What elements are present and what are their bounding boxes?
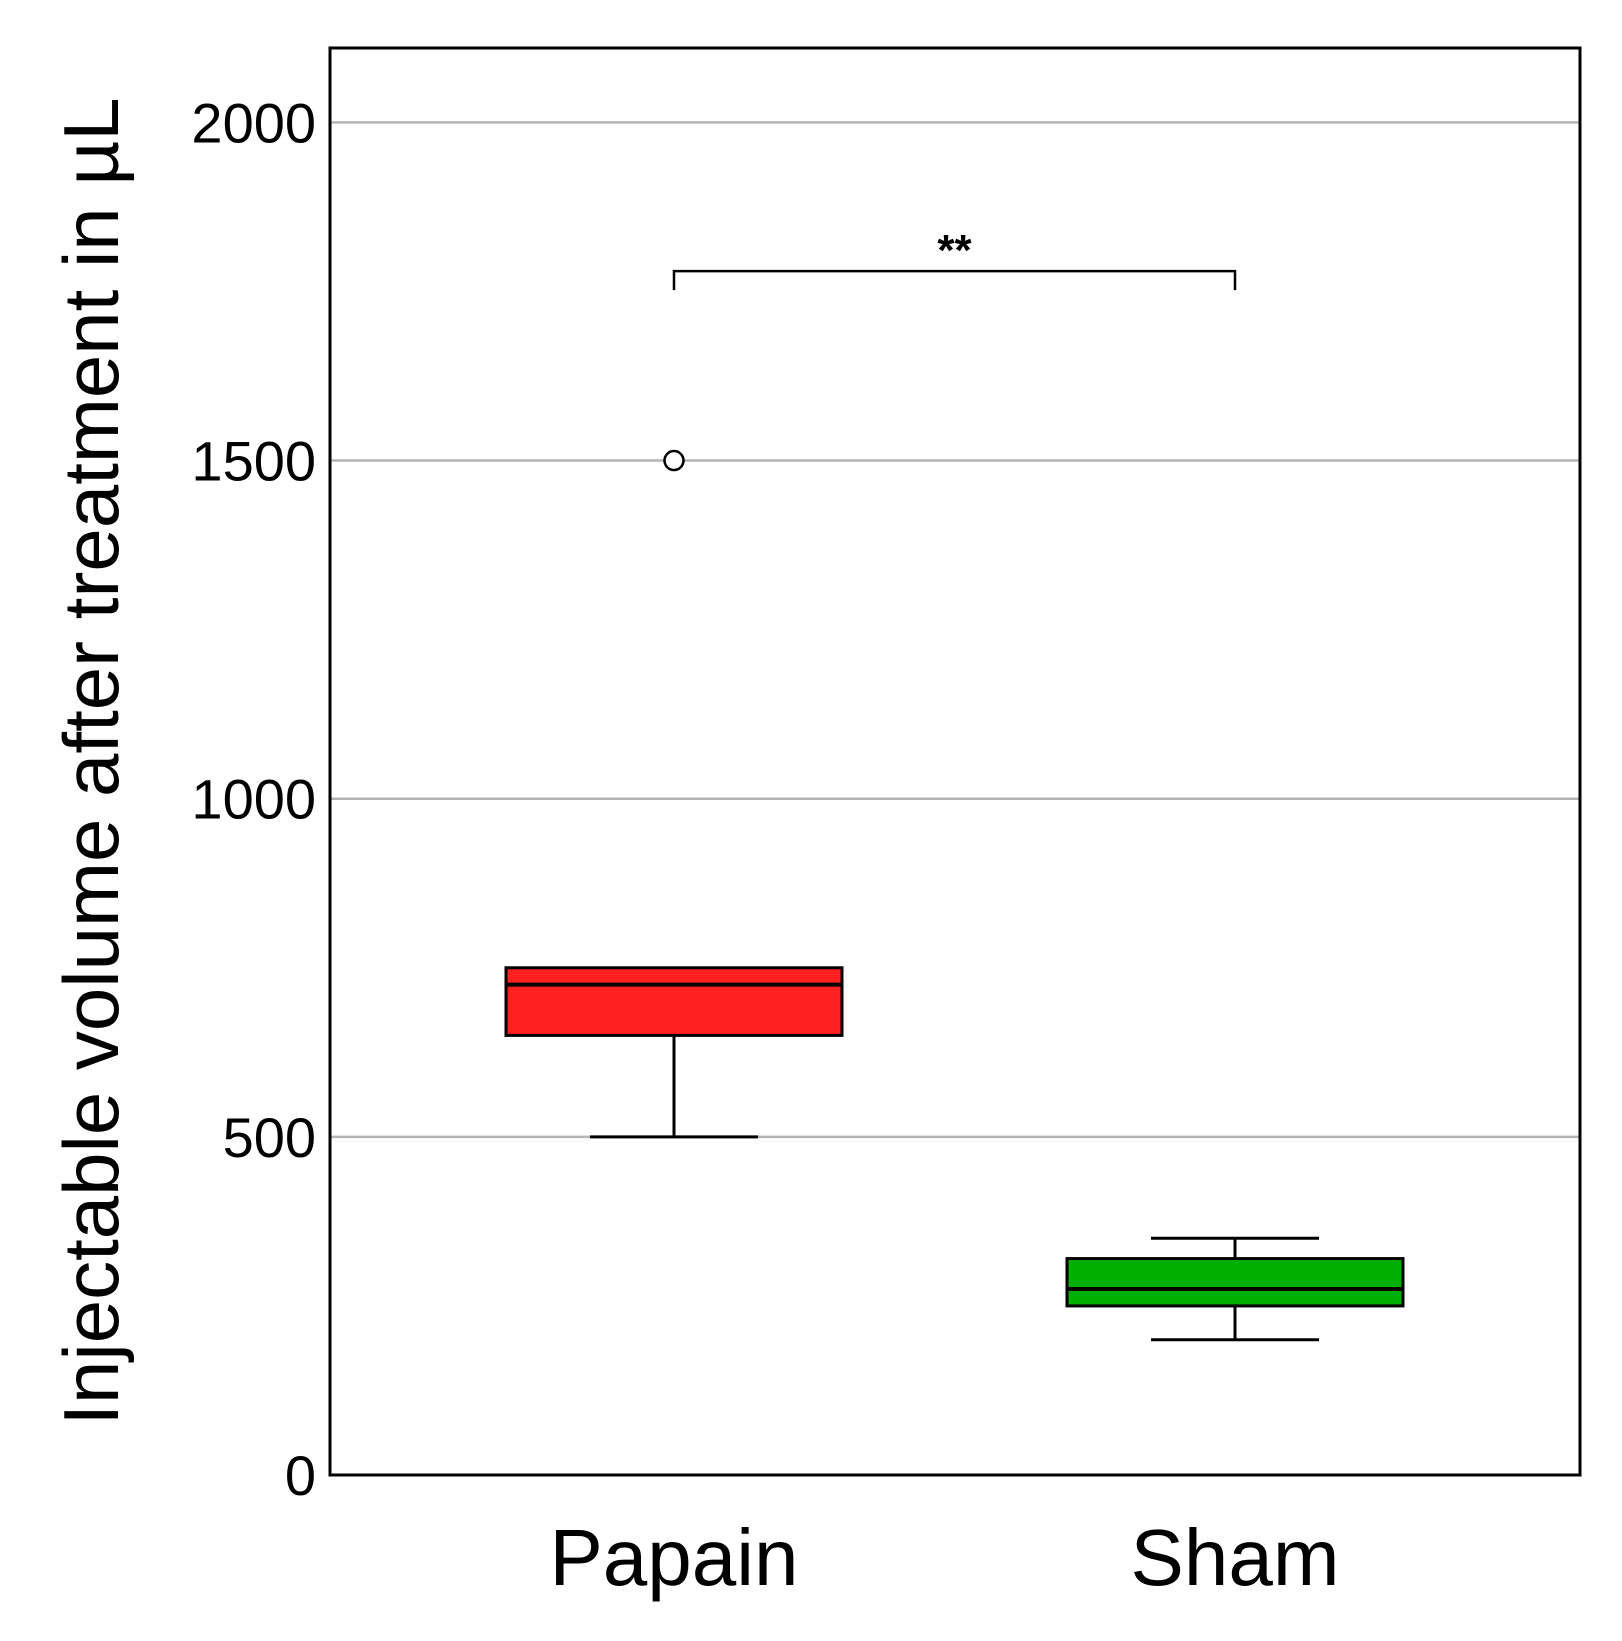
y-tick-labels: 0 500 1000 1500 2000 <box>191 91 316 1507</box>
y-tick-label: 0 <box>285 1444 316 1507</box>
x-category-label: Sham <box>1131 1513 1340 1602</box>
iqr-box <box>1065 1257 1405 1308</box>
box-series <box>504 449 1405 1342</box>
iqr-box <box>504 966 844 1037</box>
x-category-label: Papain <box>549 1513 798 1602</box>
y-tick-label: 1500 <box>191 430 316 493</box>
y-tick-label: 500 <box>223 1106 316 1169</box>
x-category-labels: Papain Sham <box>549 1513 1339 1602</box>
gridlines <box>330 121 1580 1139</box>
box-group-papain <box>504 449 844 1139</box>
outlier-point <box>663 449 685 472</box>
y-tick-label: 1000 <box>191 768 316 831</box>
box-group-sham <box>1065 1236 1405 1342</box>
significance-annotation: ** <box>672 226 1237 291</box>
plot-area-frame <box>328 46 1582 1477</box>
significance-bracket <box>672 269 1237 291</box>
y-tick-label: 2000 <box>191 91 316 154</box>
significance-label: ** <box>937 226 972 275</box>
y-axis-title: Injectable volume after treatment in µL <box>47 97 135 1425</box>
